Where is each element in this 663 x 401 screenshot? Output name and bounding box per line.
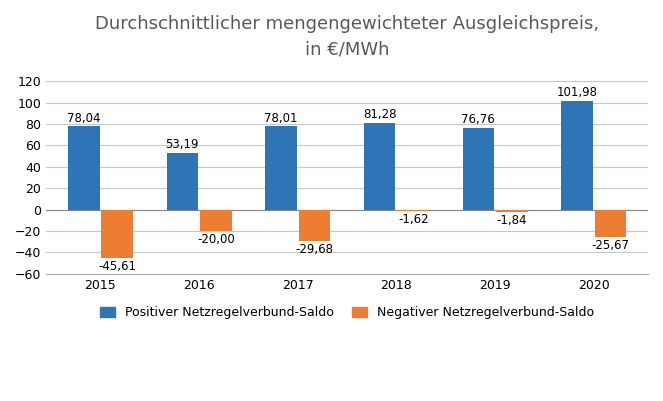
Bar (101, 210, 133, 258)
Text: 81,28: 81,28 (363, 108, 396, 121)
Bar (463, 128, 494, 210)
Legend: Positiver Netzregelverbund-Saldo, Negativer Netzregelverbund-Saldo: Positiver Netzregelverbund-Saldo, Negati… (95, 301, 599, 324)
Bar (496, 210, 528, 212)
Text: 78,04: 78,04 (67, 111, 101, 125)
Text: -1,84: -1,84 (497, 214, 527, 227)
Bar (166, 153, 198, 210)
Text: 101,98: 101,98 (556, 86, 597, 99)
Text: -25,67: -25,67 (591, 239, 629, 252)
Text: 78,01: 78,01 (265, 111, 298, 125)
Bar (200, 210, 231, 231)
Text: -20,00: -20,00 (197, 233, 235, 246)
Bar (595, 210, 627, 237)
Text: 53,19: 53,19 (166, 138, 199, 151)
Bar (561, 101, 593, 210)
Bar (265, 126, 297, 210)
Text: -1,62: -1,62 (398, 213, 428, 227)
Bar (68, 126, 99, 210)
Bar (397, 210, 429, 211)
Bar (364, 123, 395, 210)
Text: -45,61: -45,61 (98, 261, 137, 273)
Bar (299, 210, 330, 241)
Text: 76,76: 76,76 (461, 113, 495, 126)
Title: Durchschnittlicher mengengewichteter Ausgleichspreis,
in €/MWh: Durchschnittlicher mengengewichteter Aus… (95, 15, 599, 58)
Text: -29,68: -29,68 (296, 243, 333, 257)
